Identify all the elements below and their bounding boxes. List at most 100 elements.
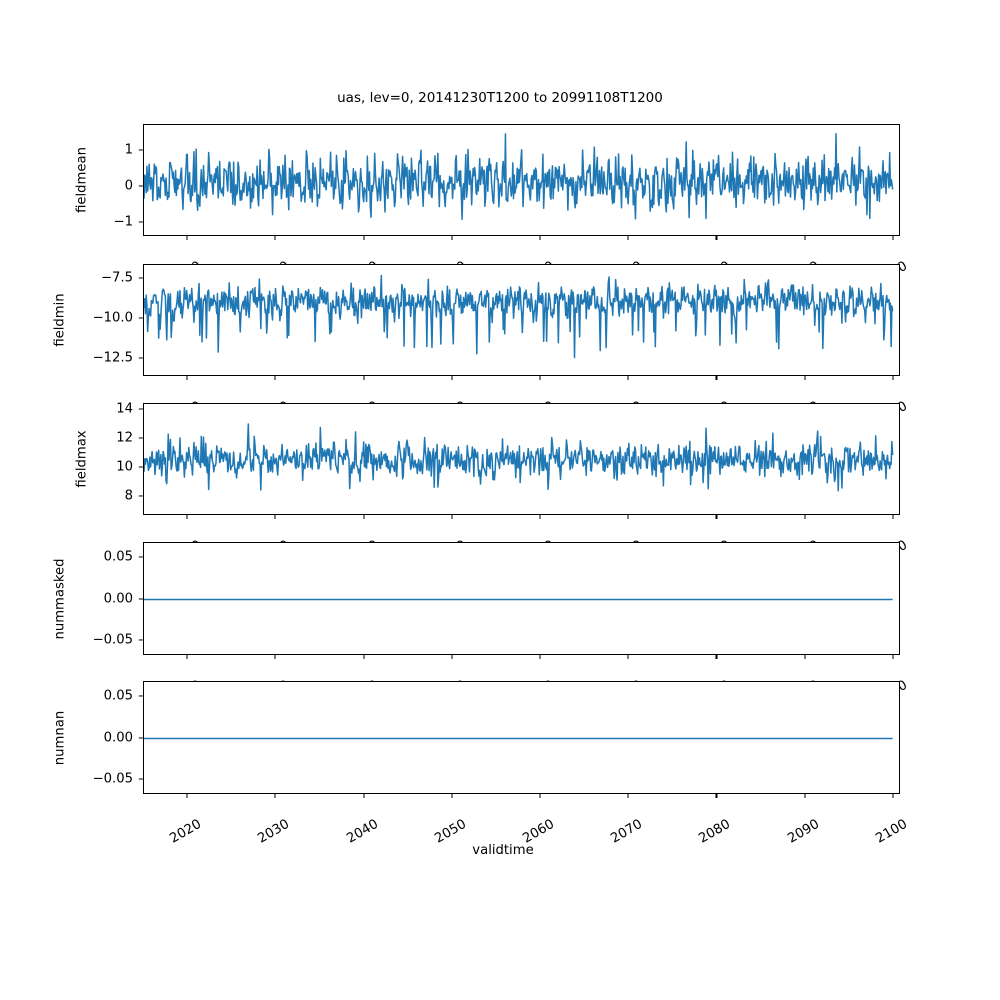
xtick-mark-nummasked-3 [451,655,453,660]
ytick-mark-numnan-0 [138,778,143,780]
subplot-fieldmax [143,403,900,515]
ytick-label-fieldmin-0: −12.5 [92,350,133,366]
xtick-mark-fieldmin-7 [804,376,806,381]
ytick-mark-fieldmin-0 [138,357,143,359]
xtick-mark-fieldmin-0 [186,376,188,381]
plot-area-fieldmin [144,265,899,375]
ytick-label-numnan-0: −0.05 [92,771,133,787]
ytick-mark-nummasked-0 [138,639,143,641]
xtick-mark-nummasked-2 [363,655,365,660]
ytick-mark-fieldmean-1 [138,185,143,187]
ytick-mark-nummasked-2 [138,556,143,558]
xtick-mark-numnan-5 [627,794,629,799]
xtick-mark-fieldmin-6 [715,376,718,381]
ytick-mark-fieldmax-3 [138,408,143,410]
xtick-mark-fieldmin-1 [274,376,276,381]
xtick-label-numnan-5: 2070 [608,816,646,847]
xtick-mark-fieldmin-4 [539,376,541,381]
xtick-label-numnan-0: 2020 [167,816,205,847]
xtick-mark-nummasked-8 [892,655,894,660]
xtick-mark-numnan-8 [892,794,894,799]
ylabel-fieldmin: fieldmin [52,293,68,347]
xtick-label-numnan-8: 2100 [873,816,910,847]
xtick-mark-fieldmax-1 [274,515,276,520]
line-fieldmean [144,132,894,221]
xtick-mark-nummasked-4 [539,655,541,660]
ytick-mark-numnan-2 [138,695,143,697]
series-fieldmin [144,274,894,359]
xtick-mark-nummasked-7 [804,655,806,660]
ytick-label-nummasked-2: 0.05 [103,549,133,565]
xtick-mark-numnan-7 [804,794,806,799]
xtick-mark-numnan-1 [274,794,276,799]
xtick-mark-fieldmax-3 [451,515,453,520]
xtick-mark-numnan-0 [186,794,188,799]
xtick-mark-fieldmax-4 [539,515,541,520]
plot-area-numnan [144,682,899,793]
ylabel-nummasked: nummasked [52,557,68,640]
series-numnan [144,737,893,740]
xaxis-label: validtime [472,843,534,858]
ytick-label-fieldmean-1: 0 [124,178,133,194]
xtick-label-numnan-7: 2090 [785,816,822,847]
xtick-label-numnan-6: 2080 [696,816,734,847]
subplot-numnan [143,681,900,794]
plot-area-fieldmax [144,404,899,514]
ylabel-fieldmax: fieldmax [74,430,90,488]
xtick-mark-fieldmax-6 [715,515,718,520]
xtick-mark-fieldmean-4 [539,236,541,241]
subplot-fieldmean [143,124,900,236]
ytick-mark-fieldmax-2 [138,437,143,439]
xtick-mark-fieldmin-5 [627,376,629,381]
xtick-mark-fieldmax-7 [804,515,806,520]
ytick-label-fieldmax-0: 8 [124,488,133,504]
ytick-label-fieldmean-0: −1 [113,214,133,230]
ytick-mark-nummasked-1 [138,597,143,600]
xtick-mark-fieldmin-3 [451,376,453,381]
plot-area-nummasked [144,543,899,654]
xtick-mark-nummasked-1 [274,655,276,660]
ytick-label-numnan-1: 0.00 [103,730,133,745]
ytick-label-nummasked-0: −0.05 [92,632,133,648]
ytick-mark-fieldmean-2 [138,149,143,151]
xtick-mark-fieldmean-0 [186,236,188,241]
xtick-mark-numnan-2 [363,794,365,799]
series-fieldmean [144,132,894,221]
xtick-mark-nummasked-0 [186,655,188,660]
ytick-mark-fieldmin-1 [138,317,143,319]
xtick-label-numnan-3: 2050 [432,816,469,847]
figure-title: uas, lev=0, 20141230T1200 to 20991108T12… [337,90,663,106]
series-fieldmax [144,423,894,492]
xtick-mark-fieldmax-0 [186,515,188,520]
xtick-label-numnan-4: 2060 [520,816,558,847]
line-fieldmin [144,274,894,359]
xtick-mark-fieldmean-1 [274,236,276,241]
xtick-mark-fieldmin-8 [892,376,894,381]
series-nummasked [144,598,893,601]
ytick-mark-fieldmean-0 [138,221,143,223]
ytick-mark-numnan-1 [138,736,143,739]
ytick-mark-fieldmax-1 [138,466,143,468]
xtick-label-numnan-2: 2040 [343,816,381,847]
ytick-label-fieldmin-1: −10.0 [92,310,133,326]
xtick-mark-nummasked-5 [627,655,629,660]
subplot-fieldmin [143,264,900,376]
xtick-mark-fieldmean-2 [363,236,365,241]
subplot-nummasked [143,542,900,655]
xtick-mark-fieldmax-2 [363,515,365,520]
xtick-mark-fieldmin-2 [363,376,365,381]
ylabel-fieldmean: fieldmean [74,147,90,213]
ytick-label-fieldmax-3: 14 [116,401,133,417]
xtick-mark-fieldmean-8 [892,236,894,241]
ylabel-numnan: numnan [52,710,68,765]
xtick-mark-fieldmean-3 [451,236,453,241]
ytick-label-numnan-2: 0.05 [103,688,133,704]
xtick-mark-numnan-6 [715,794,718,799]
xtick-mark-nummasked-6 [715,655,718,660]
ytick-mark-fieldmin-2 [138,277,143,279]
xtick-mark-fieldmean-6 [715,236,718,241]
ytick-label-fieldmin-2: −7.5 [100,270,133,286]
ytick-label-fieldmax-2: 12 [116,430,133,446]
xtick-mark-numnan-3 [451,794,453,799]
